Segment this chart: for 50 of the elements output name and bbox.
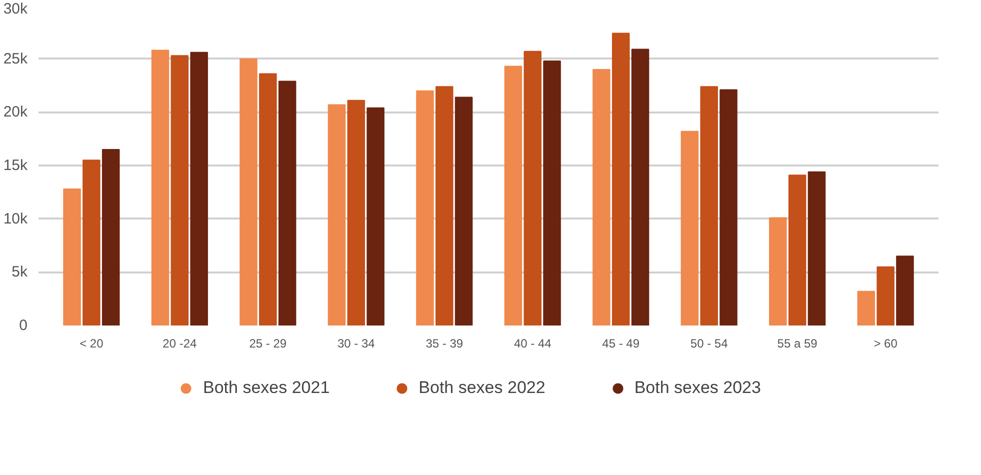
bar [366,107,384,326]
x-tick-label: 55 a 59 [777,336,818,350]
x-tick-label: 50 - 54 [690,336,728,350]
bar [102,149,120,326]
bar [63,188,81,326]
bar [612,32,630,326]
legend-label: Both sexes 2021 [203,378,330,398]
bar [876,266,894,326]
bar [151,50,170,326]
bar [170,55,189,326]
bar [347,100,366,326]
bar [416,90,434,326]
y-tick-label: 10k [3,210,28,228]
x-tick-label: 25 - 29 [249,336,287,350]
x-tick-label: 35 - 39 [426,336,464,350]
bar [278,80,296,326]
bar [543,60,561,326]
bar [680,130,699,326]
y-tick-label: 20k [3,104,28,121]
legend-label: Both sexes 2023 [634,378,761,398]
bar [328,104,346,326]
legend-label: Both sexes 2022 [418,378,546,398]
x-tick-label: 40 - 44 [514,336,552,350]
y-tick-label: 0 [19,317,28,334]
bar [592,69,610,326]
bar [504,66,522,326]
y-tick-label: 30k [3,0,28,18]
bar [259,73,277,326]
y-tick-label: 15k [3,157,28,174]
bar [190,52,208,326]
x-tick-label: 45 - 49 [602,336,640,350]
y-tick-label: 5k [12,264,28,281]
bar [524,50,542,326]
bar [700,86,718,326]
bar [808,171,826,326]
x-tick-label: 30 - 34 [337,336,376,350]
x-tick-label: < 20 [80,336,104,350]
bar [788,174,806,326]
x-tick-label: > 60 [874,336,898,350]
bar [82,160,100,326]
bar [436,86,454,326]
bar [454,96,473,326]
x-tick-label: 20 -24 [162,336,198,350]
bar [769,217,787,326]
bar [240,58,258,326]
bar [720,89,738,326]
bar [631,48,650,326]
bar [896,256,914,326]
bar [857,290,876,326]
y-tick-label: 25k [3,50,28,68]
